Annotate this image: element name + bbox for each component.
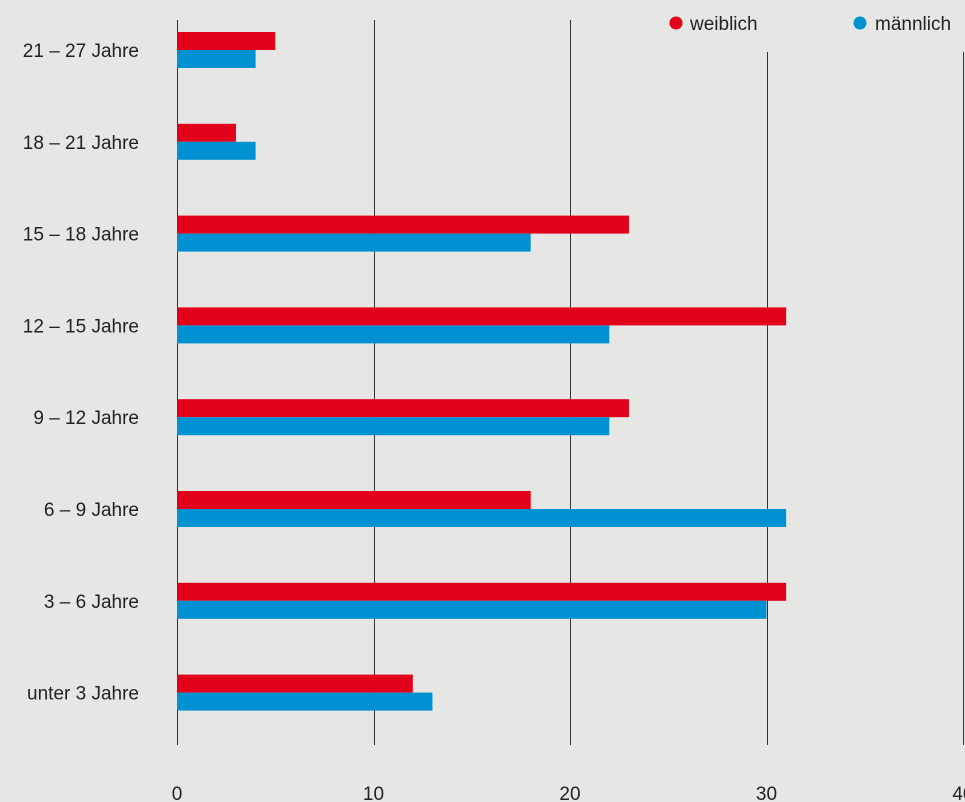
bar-weiblich-0: [177, 32, 276, 50]
x-tick-label: 20: [559, 784, 580, 802]
x-tick-label: 0: [172, 784, 183, 802]
legend-dot-icon: [853, 16, 867, 30]
category-label: 12 – 15 Jahre: [23, 316, 139, 337]
legend-label: weiblich: [689, 14, 758, 35]
category-label: 3 – 6 Jahre: [44, 592, 139, 613]
x-axis-tick-labels: 0 10 20 30 40: [172, 784, 965, 802]
legend[interactable]: weiblich männlich: [669, 14, 952, 35]
bar-männlich-7: [177, 692, 433, 711]
legend-label: männlich: [875, 14, 951, 35]
bar-männlich-0: [177, 50, 256, 68]
category-label: 6 – 9 Jahre: [44, 500, 139, 521]
bar-weiblich-6: [177, 582, 787, 601]
bar-weiblich-2: [177, 215, 629, 234]
bar-männlich-4: [177, 417, 610, 436]
category-label: 15 – 18 Jahre: [23, 225, 139, 246]
category-label: 9 – 12 Jahre: [33, 408, 139, 429]
bar-männlich-3: [177, 325, 610, 344]
x-tick-label: 30: [756, 784, 777, 802]
bar-weiblich-5: [177, 491, 531, 509]
bar-weiblich-1: [177, 123, 236, 142]
x-tick-label: 40: [952, 784, 965, 802]
grid-lines: [177, 20, 964, 745]
bar-männlich-1: [177, 141, 256, 160]
bar-weiblich-3: [177, 307, 787, 326]
bar-männlich-5: [177, 509, 787, 527]
bar-männlich-2: [177, 233, 531, 252]
x-tick-label: 10: [363, 784, 384, 802]
category-labels: 21 – 27 Jahre 18 – 21 Jahre 15 – 18 Jahre 1…: [23, 41, 139, 705]
legend-item-männlich[interactable]: männlich: [853, 14, 952, 35]
legend-dot-icon: [669, 16, 683, 30]
bar-weiblich-7: [177, 674, 413, 693]
bar-weiblich-4: [177, 399, 629, 418]
bars: [177, 32, 787, 711]
category-label: 21 – 27 Jahre: [23, 41, 139, 62]
category-label: unter 3 Jahre: [27, 684, 139, 705]
bar-männlich-6: [177, 600, 767, 619]
legend-item-weiblich[interactable]: weiblich: [669, 14, 758, 35]
category-label: 18 – 21 Jahre: [23, 133, 139, 154]
